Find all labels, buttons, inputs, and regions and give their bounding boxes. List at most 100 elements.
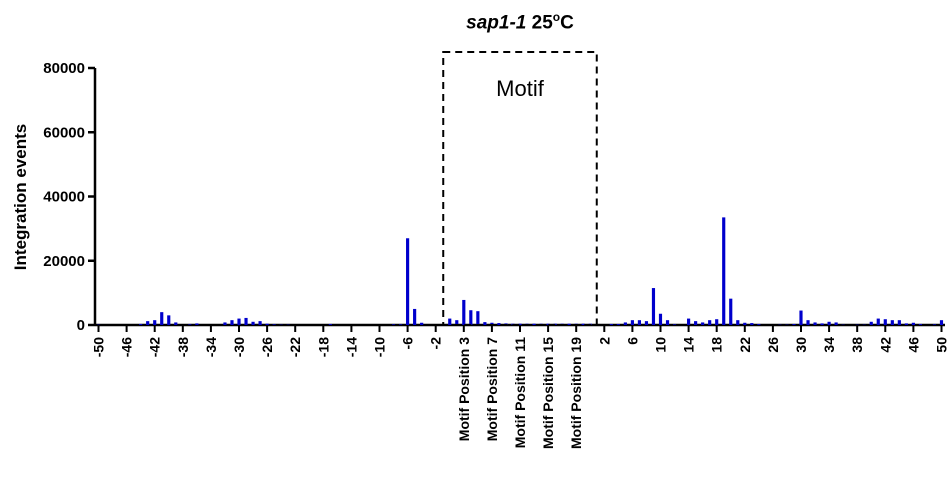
bar (223, 322, 227, 325)
bar (715, 319, 719, 325)
bar (272, 324, 276, 325)
x-tick-label: 14 (681, 337, 697, 353)
x-tick-label: -50 (91, 337, 107, 357)
bar (462, 299, 466, 325)
bar (420, 322, 424, 325)
y-tick-label: 20000 (43, 253, 85, 270)
bar (328, 324, 332, 325)
bar (476, 311, 480, 325)
x-tick-label: Motif Position 19 (568, 337, 584, 449)
bar (616, 324, 620, 325)
bar (701, 322, 705, 325)
bar (237, 318, 241, 325)
x-tick-label: Motif Position 11 (512, 337, 528, 448)
bar (694, 321, 698, 325)
bar (932, 324, 937, 325)
bar (483, 322, 487, 325)
x-tick-label: -6 (400, 337, 416, 350)
x-tick-label: 26 (765, 337, 781, 353)
x-tick-label: -30 (231, 337, 247, 357)
bar (490, 322, 494, 325)
bar (736, 320, 740, 325)
x-tick-label: 30 (793, 337, 809, 353)
x-tick-label: 6 (624, 337, 640, 345)
bar (792, 324, 796, 325)
y-tick-label: 60000 (43, 124, 85, 141)
bar (644, 321, 649, 325)
x-tick-label: -14 (343, 337, 359, 357)
x-tick-label: 10 (652, 337, 668, 353)
x-tick-label: -34 (203, 337, 219, 357)
x-tick-label: Motif Position 7 (484, 337, 500, 441)
bar (153, 320, 157, 325)
bar (258, 321, 262, 325)
x-tick-label: -22 (287, 337, 303, 357)
chart-title-degree-sign: o (552, 10, 561, 24)
bar (911, 322, 915, 325)
bar (806, 320, 810, 325)
bar (581, 323, 585, 325)
y-axis-label: Integration events (11, 124, 30, 270)
x-tick-label: -38 (175, 337, 191, 357)
x-tick-label: 46 (905, 337, 921, 353)
bar (609, 324, 613, 325)
bar (139, 324, 143, 325)
bar (757, 324, 761, 325)
x-tick-label: Motif Position 3 (456, 337, 472, 441)
bar (743, 322, 747, 325)
bar (651, 288, 656, 325)
bar (146, 321, 150, 325)
bar (897, 320, 901, 325)
bar (722, 217, 726, 325)
bar (904, 323, 908, 325)
x-tick-label: 50 (933, 337, 947, 353)
bar (637, 320, 642, 325)
bar (665, 320, 670, 325)
bar (750, 323, 754, 325)
bar (448, 318, 452, 325)
bar (687, 318, 691, 325)
x-tick-label: 22 (737, 337, 753, 353)
chart-axes (93, 68, 945, 327)
bar (251, 321, 255, 325)
bar (813, 322, 817, 325)
chart-title-unit: C (560, 12, 574, 34)
bar (883, 319, 887, 325)
y-tick-label: 0 (77, 317, 85, 334)
x-tick-label: -42 (147, 337, 163, 357)
x-tick-label: 38 (849, 337, 865, 353)
x-tick-label: 34 (821, 337, 837, 353)
bar (799, 310, 803, 325)
bar (918, 324, 922, 325)
x-tick-label: 42 (877, 337, 893, 353)
bar (939, 320, 944, 325)
y-tick-label: 80000 (43, 60, 85, 77)
bar (195, 323, 199, 325)
motif-box (442, 51, 598, 326)
chart-title-temperature: 25 (531, 12, 553, 34)
bar (890, 320, 894, 325)
bar (497, 323, 501, 325)
chart-title: sap1-1 25oC (0, 10, 947, 34)
bar (729, 298, 733, 325)
bar (398, 324, 403, 325)
bar (630, 320, 634, 325)
bar (518, 323, 522, 325)
bar (532, 323, 536, 325)
bar (244, 317, 248, 325)
bar (413, 308, 417, 325)
bar (623, 322, 627, 325)
bar (230, 320, 234, 325)
bar (174, 322, 178, 325)
motif-label: Motif (496, 76, 545, 101)
x-tick-label: 18 (709, 337, 725, 353)
x-tick-label: -2 (428, 337, 444, 350)
x-tick-label: -18 (315, 337, 331, 357)
x-tick-label: -10 (372, 337, 388, 357)
bar (160, 312, 164, 325)
bar (546, 323, 550, 325)
x-tick-label: 2 (596, 337, 612, 345)
y-tick-label: 40000 (43, 189, 85, 206)
bar (567, 323, 571, 325)
